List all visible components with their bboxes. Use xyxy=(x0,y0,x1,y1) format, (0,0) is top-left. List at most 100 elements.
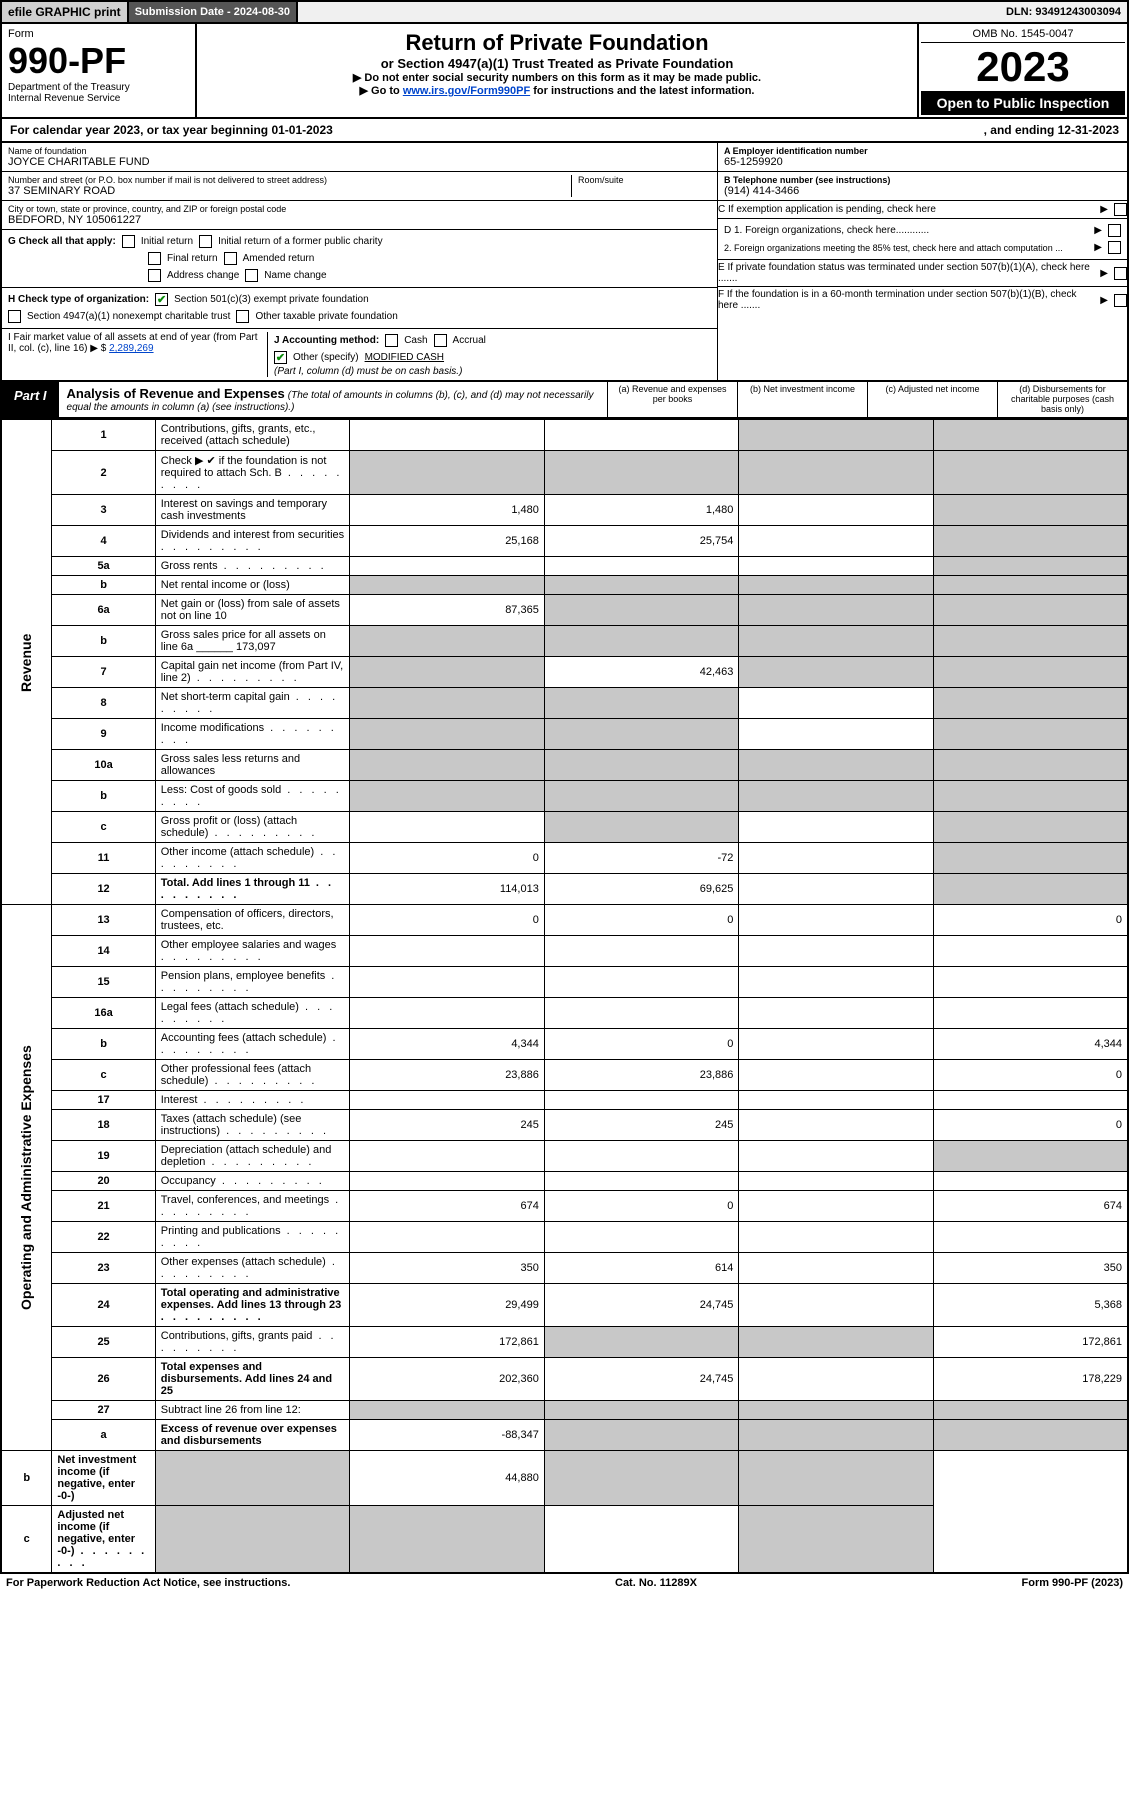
part1-header: Part I Analysis of Revenue and Expenses … xyxy=(0,382,1129,419)
cell-col-a xyxy=(350,657,545,688)
cell-col-c xyxy=(739,526,934,557)
form990pf-link[interactable]: www.irs.gov/Form990PF xyxy=(403,85,530,97)
initial-return-checkbox[interactable] xyxy=(122,235,135,248)
d2-checkbox[interactable] xyxy=(1108,241,1121,254)
line-description: Less: Cost of goods sold xyxy=(155,781,350,812)
d1-checkbox[interactable] xyxy=(1108,224,1121,237)
line-number: 8 xyxy=(52,688,155,719)
cell-col-a xyxy=(350,1401,545,1420)
cell-col-c xyxy=(739,781,934,812)
f-checkbox[interactable] xyxy=(1114,294,1127,307)
table-row: cAdjusted net income (if negative, enter… xyxy=(1,1506,1128,1574)
line-number: c xyxy=(1,1506,52,1574)
line-number: c xyxy=(52,812,155,843)
other-method-value: MODIFIED CASH xyxy=(365,352,444,363)
cell-col-c xyxy=(739,557,934,576)
cell-col-d xyxy=(933,420,1128,451)
form-title: Return of Private Foundation xyxy=(207,30,907,56)
cell-col-c xyxy=(739,1284,934,1327)
cell-col-d xyxy=(933,657,1128,688)
cell-col-b xyxy=(544,750,739,781)
cell-col-a xyxy=(350,451,545,495)
form-ref: Form 990-PF (2023) xyxy=(1022,1577,1123,1589)
table-row: 8Net short-term capital gain xyxy=(1,688,1128,719)
cell-col-d xyxy=(933,626,1128,657)
cell-col-a: 23,886 xyxy=(350,1060,545,1091)
501c3-checkbox[interactable] xyxy=(155,293,168,306)
cell-col-a xyxy=(350,1091,545,1110)
line-number: 23 xyxy=(52,1253,155,1284)
cell-col-b xyxy=(544,936,739,967)
line-description: Compensation of officers, directors, tru… xyxy=(155,905,350,936)
cell-col-b: 0 xyxy=(544,1191,739,1222)
cell-col-b xyxy=(544,1141,739,1172)
cell-col-c xyxy=(739,998,934,1029)
cell-col-c xyxy=(739,420,934,451)
cell-col-c xyxy=(739,1222,934,1253)
cell-col-a: 245 xyxy=(350,1110,545,1141)
line-description: Interest on savings and temporary cash i… xyxy=(155,495,350,526)
4947-checkbox[interactable] xyxy=(8,310,21,323)
4947-label: Section 4947(a)(1) nonexempt charitable … xyxy=(27,311,230,322)
accrual-checkbox[interactable] xyxy=(434,334,447,347)
form-word: Form xyxy=(8,28,189,40)
cell-col-d xyxy=(933,812,1128,843)
cash-checkbox[interactable] xyxy=(385,334,398,347)
cell-col-c xyxy=(739,688,934,719)
initial-public-label: Initial return of a former public charit… xyxy=(218,236,383,247)
table-row: bGross sales price for all assets on lin… xyxy=(1,626,1128,657)
table-row: 23Other expenses (attach schedule)350614… xyxy=(1,1253,1128,1284)
line-description: Gross profit or (loss) (attach schedule) xyxy=(155,812,350,843)
other-method-checkbox[interactable] xyxy=(274,351,287,364)
address-value: 37 SEMINARY ROAD xyxy=(8,185,571,197)
form-subtitle: or Section 4947(a)(1) Trust Treated as P… xyxy=(207,56,907,71)
cell-col-d xyxy=(933,1420,1128,1451)
table-row: 19Depreciation (attach schedule) and dep… xyxy=(1,1141,1128,1172)
other-taxable-checkbox[interactable] xyxy=(236,310,249,323)
entity-info: Name of foundation JOYCE CHARITABLE FUND… xyxy=(0,143,1129,382)
table-row: 2Check ▶ ✔ if the foundation is not requ… xyxy=(1,451,1128,495)
line-number: 21 xyxy=(52,1191,155,1222)
cell-col-b: 23,886 xyxy=(544,1060,739,1091)
cell-col-a: 1,480 xyxy=(350,495,545,526)
cell-col-b xyxy=(544,626,739,657)
line-number: 4 xyxy=(52,526,155,557)
line-description: Occupancy xyxy=(155,1172,350,1191)
cell-col-b xyxy=(544,420,739,451)
cell-col-b xyxy=(544,812,739,843)
accrual-label: Accrual xyxy=(453,335,486,346)
table-row: 25Contributions, gifts, grants paid172,8… xyxy=(1,1327,1128,1358)
address-change-checkbox[interactable] xyxy=(148,269,161,282)
line-number: 17 xyxy=(52,1091,155,1110)
cell-col-b xyxy=(544,595,739,626)
cell-col-a xyxy=(350,750,545,781)
name-change-checkbox[interactable] xyxy=(245,269,258,282)
opex-section-label: Operating and Administrative Expenses xyxy=(1,905,52,1451)
cell-col-a xyxy=(350,719,545,750)
line-number: 22 xyxy=(52,1222,155,1253)
cell-col-a xyxy=(350,936,545,967)
c-checkbox[interactable] xyxy=(1114,203,1127,216)
tel-value: (914) 414-3466 xyxy=(724,185,1121,197)
cell-col-b xyxy=(544,1420,739,1451)
other-method-label: Other (specify) xyxy=(293,352,359,363)
e-checkbox[interactable] xyxy=(1114,267,1127,280)
final-return-checkbox[interactable] xyxy=(148,252,161,265)
cell-col-c xyxy=(739,1141,934,1172)
fmv-link[interactable]: 2,289,269 xyxy=(109,343,154,354)
ein-value: 65-1259920 xyxy=(724,156,1121,168)
cell-col-c xyxy=(739,719,934,750)
line-description: Contributions, gifts, grants paid xyxy=(155,1327,350,1358)
initial-public-checkbox[interactable] xyxy=(199,235,212,248)
c-label: C If exemption application is pending, c… xyxy=(718,204,1094,215)
efile-print-button[interactable]: efile GRAPHIC print xyxy=(2,2,129,22)
submission-date: Submission Date - 2024-08-30 xyxy=(129,2,298,22)
cell-col-a: 87,365 xyxy=(350,595,545,626)
cell-col-d xyxy=(933,576,1128,595)
table-row: 5aGross rents xyxy=(1,557,1128,576)
amended-return-checkbox[interactable] xyxy=(224,252,237,265)
cell-col-a: -88,347 xyxy=(350,1420,545,1451)
cell-col-d: 178,229 xyxy=(933,1358,1128,1401)
cell-col-b: 44,880 xyxy=(350,1451,545,1506)
table-row: bAccounting fees (attach schedule)4,3440… xyxy=(1,1029,1128,1060)
